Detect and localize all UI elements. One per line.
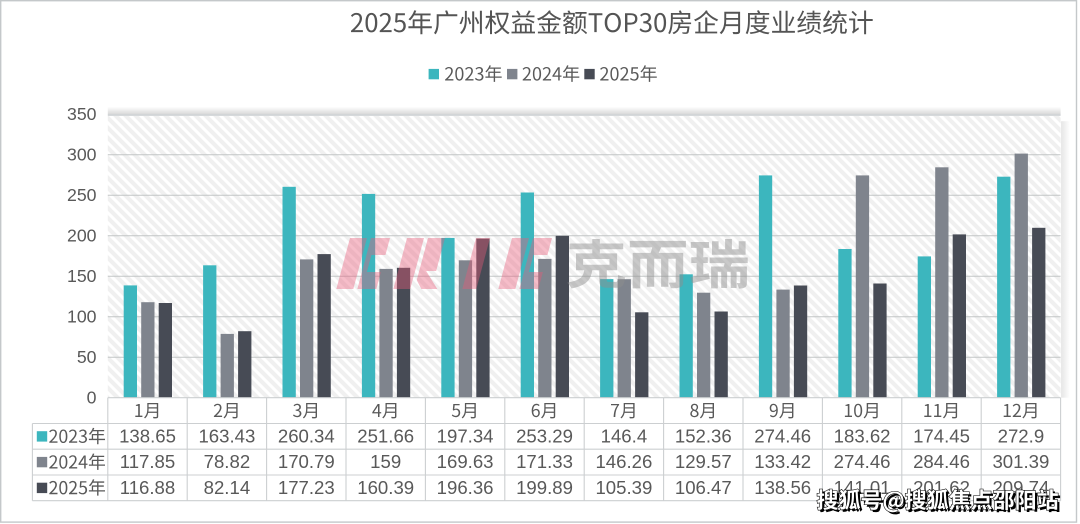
svg-text:199.89: 199.89: [516, 477, 573, 498]
svg-text:146.4: 146.4: [601, 426, 648, 447]
svg-text:50: 50: [77, 347, 97, 367]
svg-text:0: 0: [87, 388, 97, 408]
svg-text:251.66: 251.66: [357, 426, 414, 447]
svg-text:117.85: 117.85: [120, 451, 176, 472]
svg-text:274.46: 274.46: [834, 451, 891, 472]
svg-text:146.26: 146.26: [595, 451, 652, 472]
svg-text:171.33: 171.33: [516, 451, 573, 472]
svg-text:78.82: 78.82: [204, 451, 251, 472]
svg-text:133.42: 133.42: [754, 451, 811, 472]
svg-text:138.56: 138.56: [754, 477, 811, 498]
svg-text:301.39: 301.39: [992, 451, 1049, 472]
svg-text:82.14: 82.14: [204, 477, 251, 498]
svg-text:196.36: 196.36: [437, 477, 494, 498]
svg-text:129.57: 129.57: [675, 451, 732, 472]
svg-text:150: 150: [67, 266, 97, 286]
svg-text:174.45: 174.45: [913, 426, 970, 447]
svg-text:183.62: 183.62: [834, 426, 891, 447]
svg-text:116.88: 116.88: [120, 477, 176, 498]
svg-text:138.65: 138.65: [119, 426, 176, 447]
svg-text:163.43: 163.43: [198, 426, 255, 447]
svg-text:170.79: 170.79: [278, 451, 335, 472]
svg-text:169.63: 169.63: [437, 451, 494, 472]
svg-text:260.34: 260.34: [278, 426, 335, 447]
svg-text:160.39: 160.39: [357, 477, 414, 498]
svg-text:284.46: 284.46: [913, 451, 970, 472]
svg-text:200: 200: [67, 226, 97, 246]
svg-text:100: 100: [67, 307, 97, 327]
svg-text:152.36: 152.36: [675, 426, 732, 447]
svg-text:197.34: 197.34: [437, 426, 494, 447]
svg-text:105.39: 105.39: [595, 477, 652, 498]
svg-text:300: 300: [67, 145, 97, 165]
svg-text:272.9: 272.9: [998, 426, 1045, 447]
svg-text:177.23: 177.23: [278, 477, 335, 498]
svg-text:253.29: 253.29: [516, 426, 573, 447]
svg-text:159: 159: [370, 451, 401, 472]
svg-text:250: 250: [67, 185, 97, 205]
svg-text:106.47: 106.47: [675, 477, 732, 498]
svg-text:350: 350: [67, 104, 97, 124]
svg-text:274.46: 274.46: [754, 426, 811, 447]
